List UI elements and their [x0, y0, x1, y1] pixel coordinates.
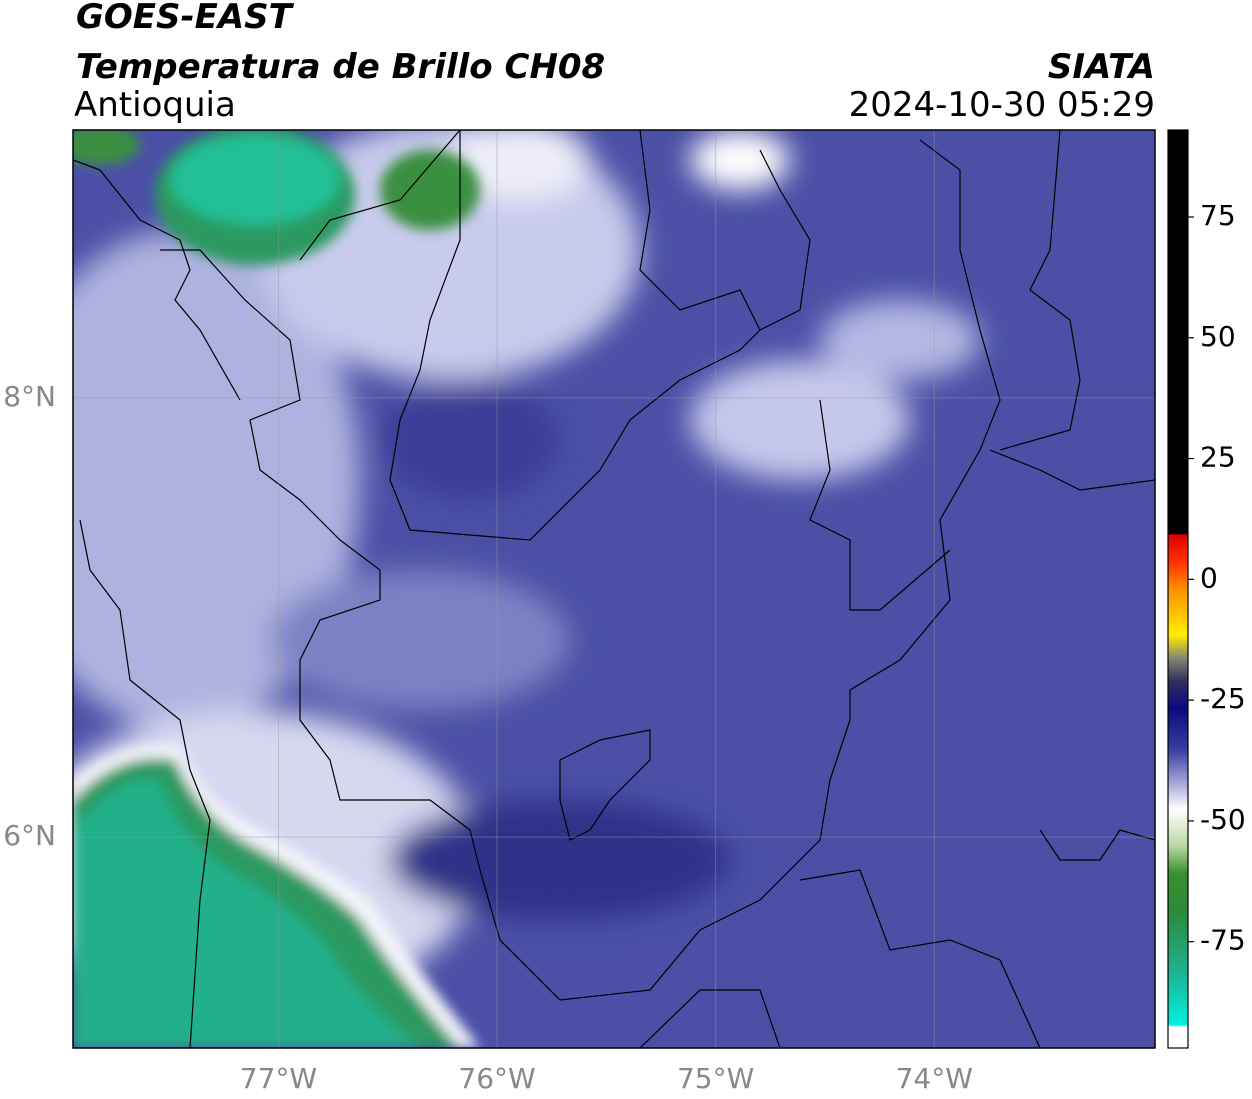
- colorbar-tick-label: -50: [1200, 803, 1246, 836]
- colorbar-tick-label: 0: [1200, 561, 1218, 594]
- colorbar-tick-label: -75: [1200, 924, 1246, 957]
- subtitle: Temperatura de Brillo CH08: [76, 47, 605, 87]
- satellite-image: [73, 130, 1155, 1048]
- x-tick-label: 75°W: [677, 1062, 754, 1095]
- grid: [73, 130, 1155, 1048]
- datetime: 2024-10-30 05:29: [849, 85, 1155, 125]
- borders: [73, 130, 1155, 1048]
- colorbar-tick-label: 50: [1200, 320, 1236, 353]
- x-tick-label: 74°W: [896, 1062, 973, 1095]
- colorbar-tick-label: -25: [1200, 682, 1246, 715]
- colorbar-tick-label: 75: [1200, 199, 1236, 232]
- colorbar: [1167, 129, 1189, 1049]
- region: Antioquia: [74, 85, 236, 125]
- title: GOES-EAST: [76, 0, 295, 37]
- map-frame: [72, 129, 1156, 1049]
- x-tick-label: 77°W: [240, 1062, 317, 1095]
- y-tick-label: 8°N: [3, 380, 56, 413]
- source: SIATA: [1048, 47, 1155, 87]
- y-tick-label: 6°N: [3, 819, 56, 852]
- x-tick-label: 76°W: [458, 1062, 535, 1095]
- colorbar-tick-label: 25: [1200, 441, 1236, 474]
